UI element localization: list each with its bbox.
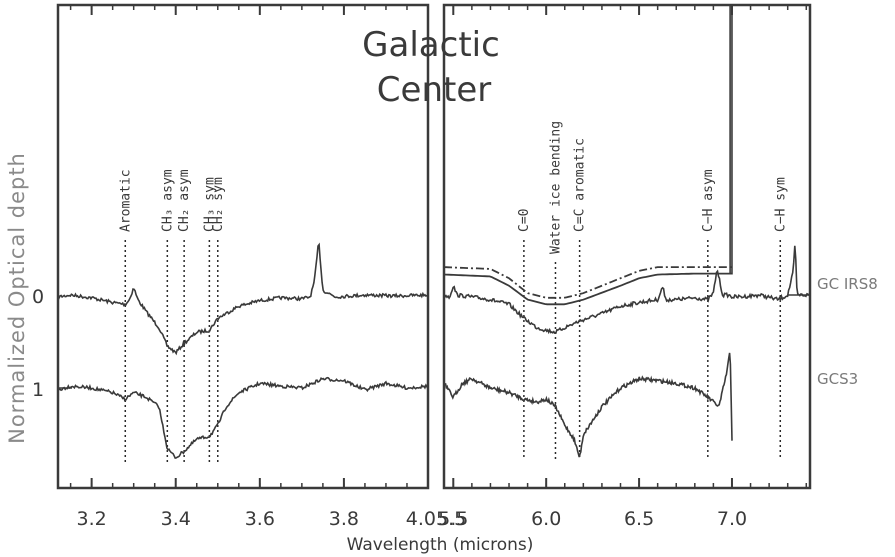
series-line-gcs3-panel1 [57,376,429,460]
x-axis-label: Wavelength (microns) [347,535,534,555]
series-label-gcs3: GCS3 [817,370,858,388]
x-tick-label: 6.0 [531,508,561,530]
saturation-spike [729,5,733,275]
x-tick-label: 5.5 [438,508,468,530]
x-tick-label: 3.2 [77,508,107,530]
continuum-solid-line [443,272,732,306]
continuum-dashdot-line [443,266,732,299]
feature-label: C−H asym [701,169,716,232]
feature-label: C−H sym [773,177,788,232]
x-tick-label: 3.6 [245,508,275,530]
series-label-gc-irs8: GC IRS8 [817,275,878,293]
chart-title-line-1: Galactic [362,25,500,65]
x-tick-label: 3.4 [161,508,191,530]
feature-label: C=0 [517,209,532,232]
feature-label: CH₂ asym [177,169,192,232]
chart-title-line-2: Center [377,70,491,110]
feature-label: CH₃ asym [160,169,175,232]
series-line-gcs3-panel2 [443,352,733,458]
feature-label: C=C aromatic [573,138,588,232]
boundary-tick-label: 4.05.5 [406,508,466,530]
right-panel-frame [442,3,812,490]
feature-label: Aromatic [118,169,133,232]
feature-label: CH₂ sym [211,177,226,232]
offset-label-1: 1 [32,379,44,401]
offset-label-0: 0 [32,286,44,308]
series-line-gc-irs8-panel2 [443,245,811,335]
feature-label: Water ice bending [549,121,564,254]
x-tick-label: 3.8 [329,508,359,530]
plot-layer: 3.2 3.4 3.6 3.8 5.5 6.0 6.5 7.0 Aromatic CH₃ asym… [57,5,811,530]
y-axis-label: Normalized Optical depth [5,152,29,444]
x-tick-label: 7.0 [717,508,747,530]
x-tick-label: 6.5 [624,508,654,530]
left-panel-frame [56,3,430,490]
feature-label: CH₃ sym [202,177,217,232]
series-line-gc-irs8-panel1 [57,242,429,356]
